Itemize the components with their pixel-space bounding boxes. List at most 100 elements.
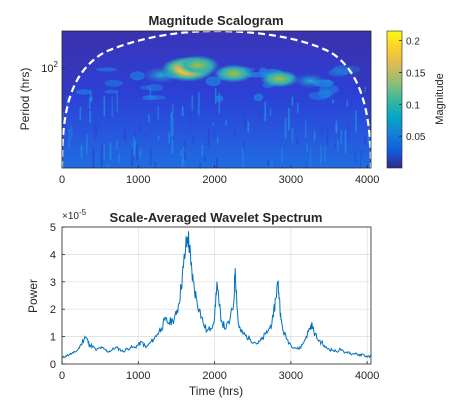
texture-streak: [152, 98, 154, 106]
texture-streak: [168, 132, 170, 144]
texture-streak: [213, 130, 216, 138]
y-tick-label: 4: [50, 249, 56, 261]
texture-streak: [79, 106, 82, 121]
texture-blob: [328, 68, 348, 77]
texture-streak: [244, 113, 246, 131]
texture-blob: [140, 85, 151, 90]
texture-streak: [346, 99, 349, 108]
texture-streak: [80, 145, 83, 159]
texture-streak: [216, 158, 218, 168]
texture-streak: [288, 108, 290, 131]
colorbar-tick-label: 0.2: [406, 37, 420, 48]
y-axis-label: Power: [26, 279, 40, 313]
texture-streak: [107, 112, 110, 119]
y-tick-label: 2: [50, 304, 56, 316]
texture-streak: [340, 130, 343, 145]
x-tick-label: 3000: [279, 370, 303, 382]
texture-streak: [62, 111, 65, 122]
texture-streak: [264, 86, 266, 91]
texture-streak: [138, 124, 141, 130]
spectrum-panel: Scale-Averaged Wavelet Spectrum 0 1000 200…: [26, 208, 379, 398]
texture-streak: [259, 107, 262, 119]
y-tick-label: 3: [50, 277, 56, 289]
power-series-line: [62, 231, 371, 359]
texture-streak: [225, 119, 227, 127]
texture-streak: [355, 110, 357, 132]
texture-streak: [247, 121, 250, 133]
magnitude-hotspot: [293, 73, 327, 89]
texture-streak: [291, 128, 294, 143]
scalogram-heatmap: [62, 31, 371, 168]
texture-streak: [296, 138, 299, 145]
texture-streak: [337, 139, 339, 151]
texture-blob: [205, 76, 221, 87]
texture-streak: [95, 124, 98, 137]
texture-streak: [336, 113, 339, 123]
x-tick-label: 2000: [202, 174, 226, 186]
texture-streak: [281, 147, 283, 167]
texture-streak: [264, 101, 266, 122]
texture-streak: [284, 117, 287, 140]
y-exponent-label: ×10-5: [62, 208, 87, 222]
texture-streak: [111, 96, 114, 117]
texture-streak: [182, 146, 185, 166]
y-axis-label: Period (hrs): [18, 68, 32, 131]
texture-streak: [154, 161, 156, 168]
y-tick-label: 1: [50, 332, 56, 344]
plot-frame: [61, 30, 372, 169]
texture-streak: [344, 129, 347, 154]
colorbar-tick-label: 0.15: [406, 68, 426, 79]
chart-title: Magnitude Scalogram: [148, 13, 283, 28]
texture-streak: [360, 149, 363, 168]
texture-streak: [364, 86, 367, 93]
texture-streak: [321, 122, 323, 135]
texture-streak: [305, 165, 307, 168]
texture-streak: [304, 120, 307, 139]
texture-streak: [68, 129, 71, 150]
magnitude-hotspot: [260, 70, 299, 88]
cone-of-influence: [62, 31, 371, 168]
colorbar-tick-label: 0.1: [406, 100, 420, 111]
texture-streak: [306, 142, 308, 153]
texture-streak: [91, 96, 93, 101]
texture-streak: [271, 160, 273, 168]
texture-streak: [103, 95, 106, 117]
texture-streak: [171, 138, 174, 155]
texture-streak: [324, 146, 326, 162]
texture-streak: [320, 145, 322, 164]
texture-streak: [191, 95, 194, 111]
colorbar: [386, 30, 403, 169]
texture-streak: [216, 136, 219, 144]
texture-streak: [267, 159, 269, 166]
texture-streak: [113, 97, 115, 106]
texture-blob: [253, 93, 264, 102]
texture-streak: [353, 93, 355, 105]
texture-streak: [354, 150, 356, 163]
texture-streak: [145, 133, 148, 138]
texture-streak: [335, 119, 338, 134]
x-tick-label: 0: [59, 370, 65, 382]
texture-streak: [103, 143, 105, 160]
texture-streak: [171, 104, 174, 115]
x-tick-label: 4000: [355, 174, 379, 186]
texture-streak: [109, 142, 112, 161]
x-tick-label: 3000: [279, 174, 303, 186]
texture-streak: [199, 162, 201, 168]
texture-streak: [116, 90, 118, 113]
texture-streak: [131, 148, 134, 167]
magnitude-hotspot: [142, 66, 180, 84]
texture-streak: [148, 113, 150, 123]
texture-blob: [215, 95, 224, 102]
plot-frame: [61, 226, 372, 365]
texture-streak: [212, 122, 215, 127]
texture-streak: [88, 97, 91, 109]
texture-streak: [101, 144, 103, 166]
texture-blob: [104, 89, 118, 94]
colorbar-label: Magnitude: [434, 73, 446, 124]
texture-streak: [172, 118, 174, 136]
texture-streak: [201, 145, 204, 156]
texture-streak: [280, 87, 283, 96]
texture-streak: [242, 147, 244, 168]
y-tick-label: 5: [50, 222, 56, 234]
texture-streak: [134, 139, 137, 147]
